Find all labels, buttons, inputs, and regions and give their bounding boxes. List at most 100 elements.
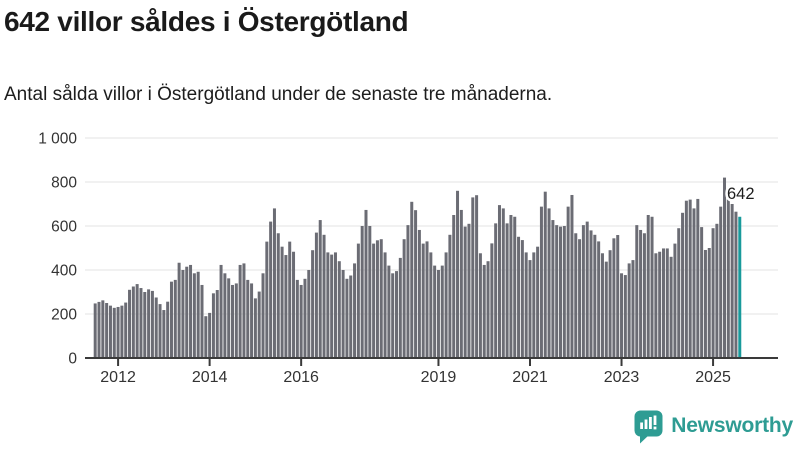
- bar: [112, 307, 116, 358]
- bar: [448, 234, 452, 358]
- bar: [604, 261, 608, 358]
- bar: [532, 252, 536, 358]
- x-tick-label: 2021: [512, 369, 548, 386]
- bar: [253, 298, 257, 358]
- bar: [208, 312, 212, 358]
- bar: [257, 291, 261, 358]
- bar: [562, 226, 566, 358]
- bar: [711, 228, 715, 358]
- bar: [639, 229, 643, 358]
- bar: [505, 223, 509, 358]
- bar: [326, 252, 330, 358]
- logo-bar-2: [644, 419, 648, 429]
- bar: [635, 225, 639, 358]
- bar: [406, 225, 410, 358]
- bar: [238, 264, 242, 358]
- bar: [734, 211, 738, 358]
- bar: [719, 206, 723, 358]
- bar: [478, 253, 482, 358]
- logo-bar-3: [649, 416, 653, 429]
- logo-bar-1: [640, 422, 644, 429]
- bar: [303, 278, 307, 358]
- bar: [677, 228, 681, 358]
- bar: [341, 270, 345, 358]
- y-tick-label: 600: [51, 219, 77, 236]
- bar: [269, 221, 273, 358]
- bar: [250, 283, 254, 358]
- bar: [459, 209, 463, 358]
- bar: [654, 253, 658, 358]
- bar: [101, 300, 105, 358]
- bar: [730, 204, 734, 358]
- bar: [425, 241, 429, 358]
- bar: [696, 198, 700, 358]
- highlighted-bar: [738, 216, 742, 358]
- bar: [620, 273, 624, 358]
- bar: [627, 263, 631, 358]
- bar: [559, 226, 563, 358]
- bar: [574, 233, 578, 358]
- bar: [513, 216, 517, 358]
- bar: [349, 275, 353, 358]
- bar: [517, 236, 521, 358]
- bar: [93, 303, 97, 358]
- bar: [414, 210, 418, 358]
- bar: [314, 232, 318, 358]
- bar: [612, 238, 616, 358]
- x-tick-label: 2012: [100, 369, 136, 386]
- bar: [231, 284, 234, 358]
- bar: [353, 263, 357, 358]
- bar: [196, 271, 200, 358]
- y-tick-label: 400: [51, 263, 77, 280]
- bar: [463, 226, 467, 358]
- bar: [227, 278, 231, 358]
- bar: [150, 290, 154, 358]
- y-tick-label: 200: [51, 307, 77, 324]
- bar: [436, 270, 440, 358]
- bar: [181, 270, 185, 358]
- bar: [715, 223, 719, 358]
- y-tick-label: 800: [51, 175, 77, 192]
- y-tick-label: 0: [68, 351, 77, 368]
- bar: [524, 252, 528, 358]
- bar: [539, 206, 543, 358]
- bar: [158, 304, 162, 358]
- bar: [356, 243, 360, 358]
- bar: [280, 246, 284, 358]
- bar: [646, 215, 650, 358]
- bar: [688, 199, 692, 358]
- bar: [528, 260, 532, 358]
- bar: [497, 205, 501, 358]
- bar: [311, 250, 315, 358]
- bar: [105, 303, 109, 358]
- x-tick-label: 2016: [283, 369, 319, 386]
- bar: [566, 206, 570, 358]
- x-tick-label: 2023: [604, 369, 640, 386]
- bar: [673, 243, 677, 358]
- bar: [261, 273, 265, 358]
- bar: [402, 239, 406, 358]
- bar: [215, 290, 219, 358]
- bar: [246, 279, 250, 358]
- bar: [307, 270, 311, 358]
- bar: [154, 297, 158, 358]
- bar: [650, 216, 654, 358]
- bar: [410, 201, 414, 358]
- bar: [372, 243, 376, 358]
- bar: [120, 305, 124, 358]
- bar: [162, 310, 166, 358]
- bar: [482, 264, 486, 358]
- bar: [429, 252, 433, 358]
- bar: [375, 240, 379, 358]
- bar: [211, 293, 215, 358]
- bar-chart: 0 200 400 600 800 1 000 2012 2014 2016 2019 2021 20…: [38, 131, 778, 386]
- logo-exclamation-dot: [653, 426, 657, 429]
- bar: [543, 191, 547, 358]
- bar: [169, 281, 173, 358]
- bar: [333, 252, 337, 358]
- bar: [608, 250, 612, 358]
- newsworthy-brand-link[interactable]: Newsworthy: [633, 406, 793, 446]
- bar: [330, 254, 334, 358]
- bar: [368, 226, 372, 358]
- bar: [391, 273, 395, 358]
